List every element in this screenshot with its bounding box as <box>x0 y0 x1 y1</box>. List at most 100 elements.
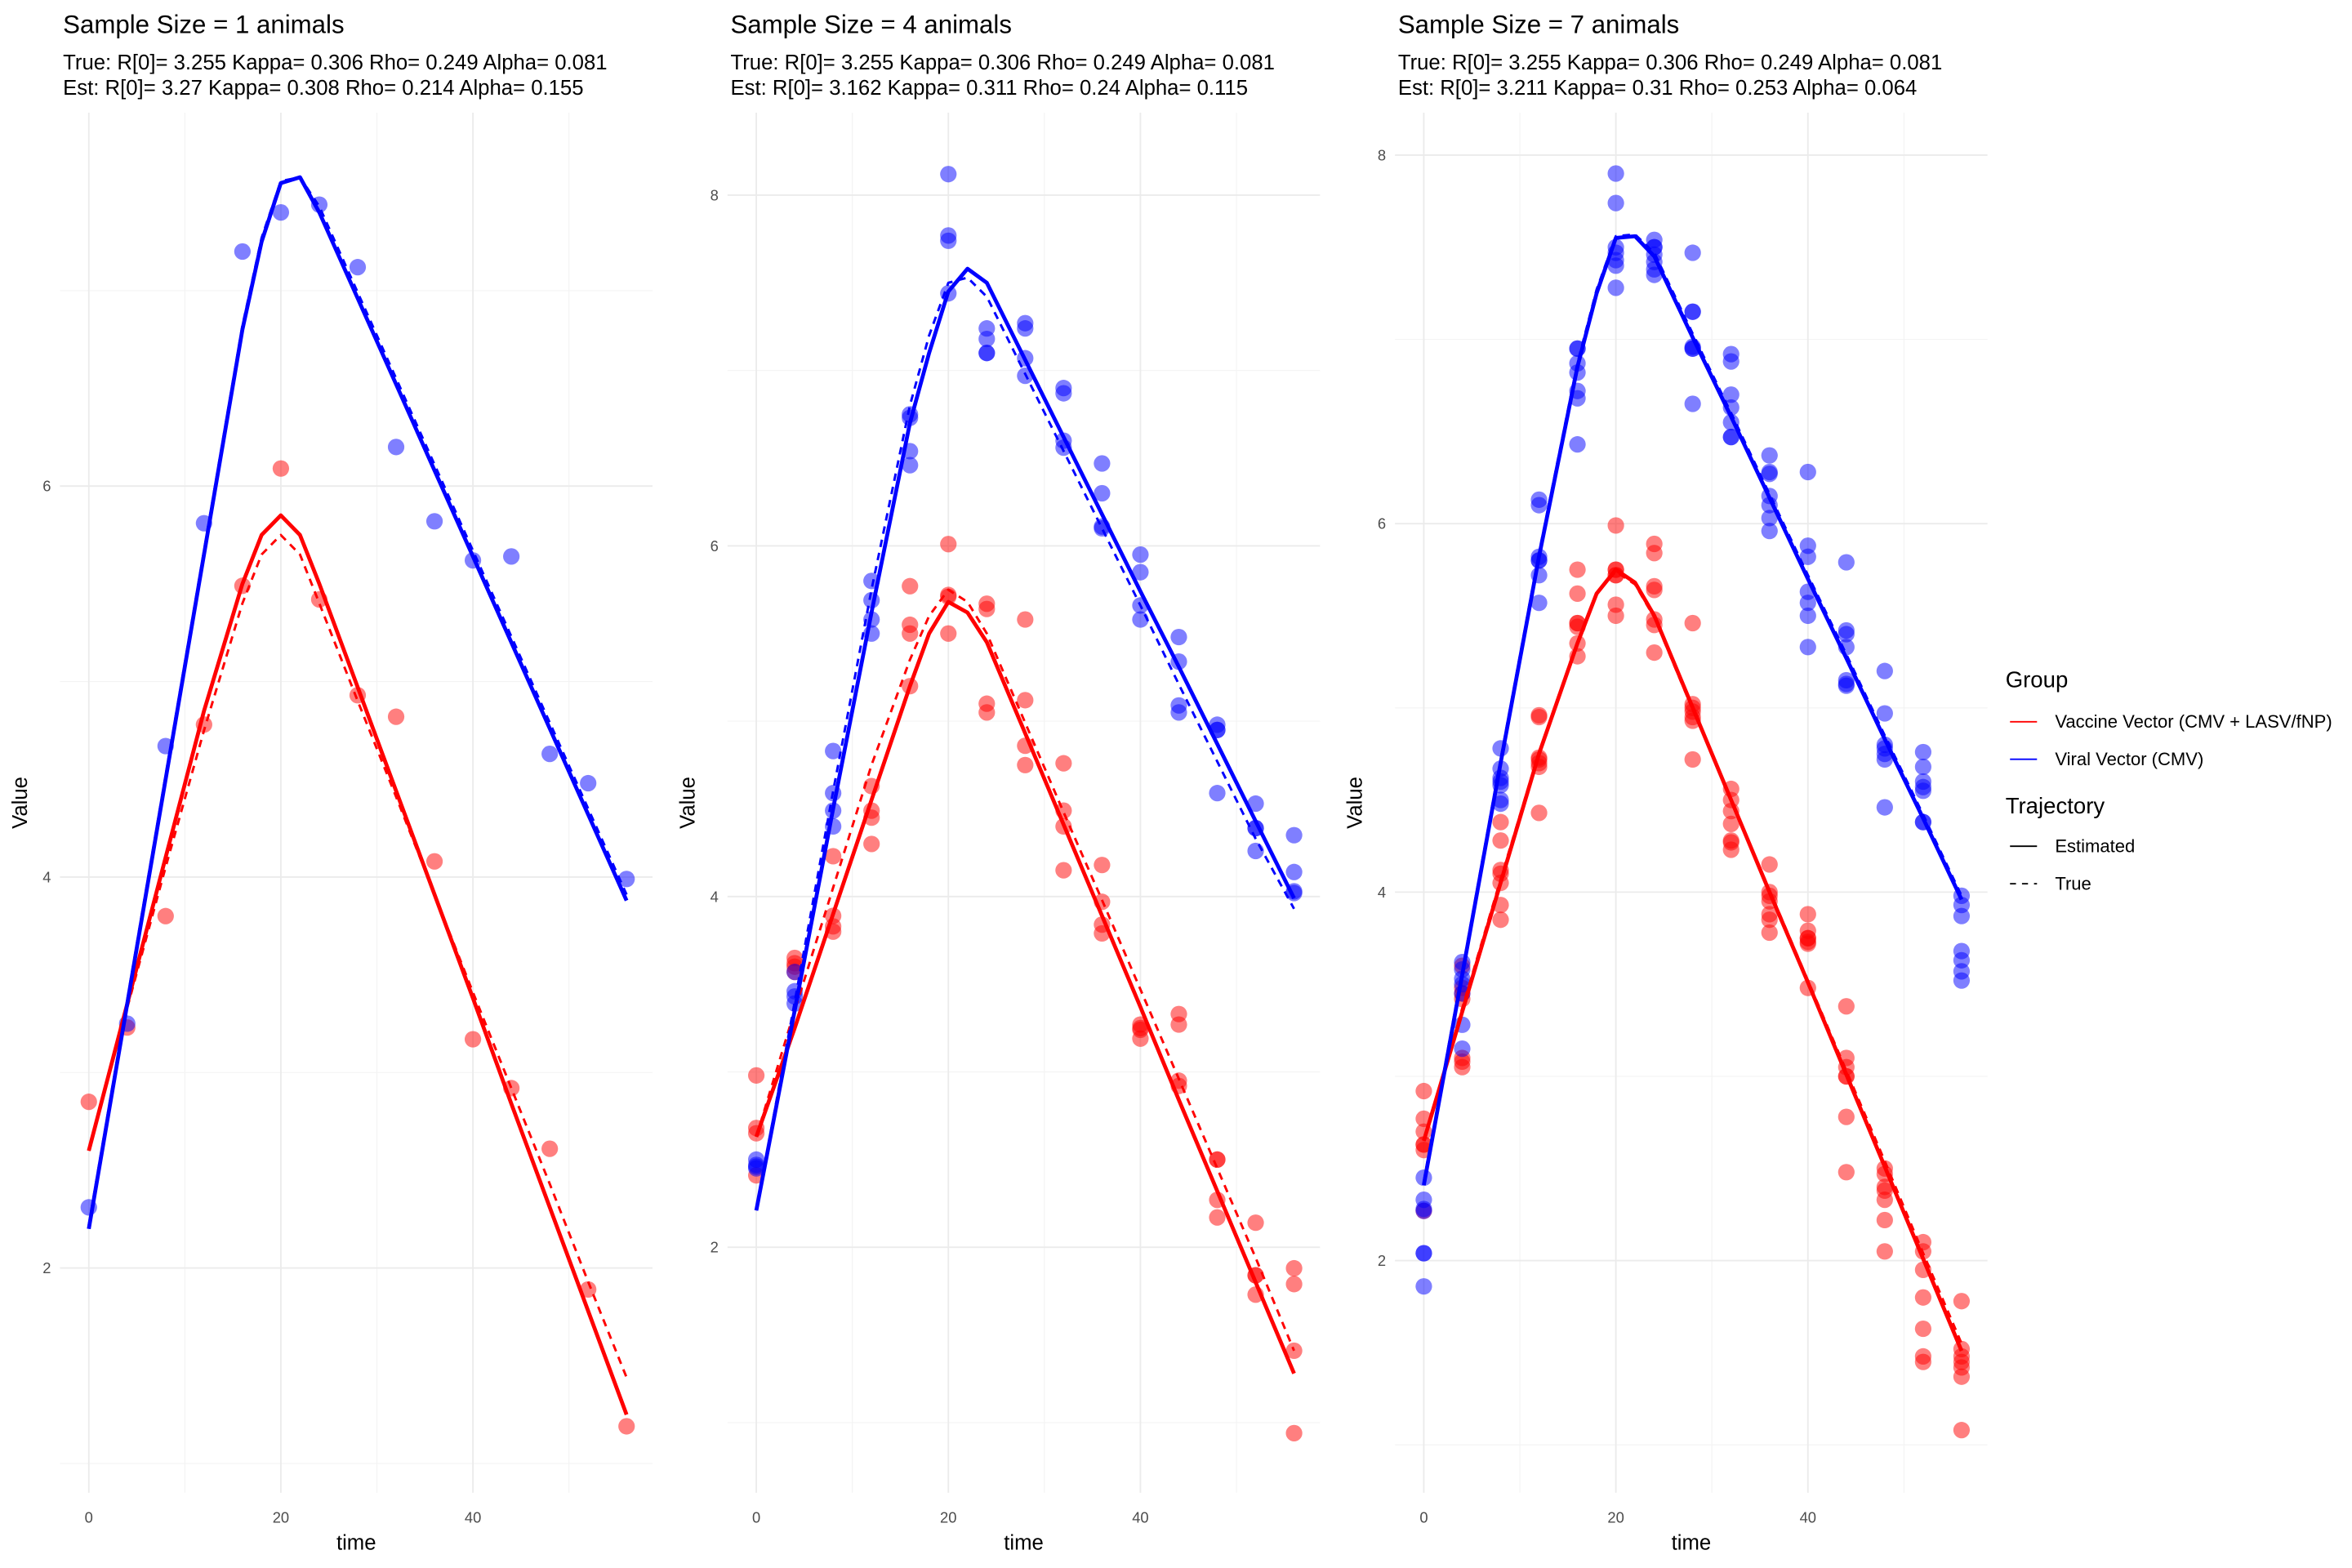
blue-observation-point <box>1799 463 1816 481</box>
red-observation-point <box>1914 1353 1931 1370</box>
subtitle-true-params: True: R[0]= 3.255 Kappa= 0.306 Rho= 0.24… <box>63 51 607 74</box>
blue-observation-point <box>1876 799 1893 816</box>
red-observation-point <box>1017 692 1034 709</box>
red-observation-point <box>1055 755 1072 772</box>
blue-observation-point <box>1761 510 1778 527</box>
blue-observation-point <box>1646 266 1663 283</box>
subtitle-est-params: Est: R[0]= 3.162 Kappa= 0.311 Rho= 0.24 … <box>730 77 1248 100</box>
red-observation-point <box>1646 545 1663 562</box>
blue-observation-point <box>503 548 520 565</box>
x-tick-label: 40 <box>1800 1509 1816 1526</box>
y-tick-label: 4 <box>710 888 719 905</box>
blue-observation-point <box>1607 257 1624 274</box>
red-observation-point <box>940 625 957 642</box>
blue-observation-point <box>425 513 443 530</box>
red-observation-point <box>1838 998 1855 1015</box>
red-observation-point <box>1569 585 1586 602</box>
legend: Group Vaccine Vector (CMV + LASV/fNP) Vi… <box>2006 667 2332 894</box>
blue-observation-point <box>1761 466 1778 483</box>
red-observation-point <box>1684 614 1701 632</box>
blue-observation-point <box>1607 165 1624 182</box>
x-tick-label: 20 <box>1607 1509 1624 1526</box>
y-tick-label: 4 <box>1378 884 1386 901</box>
y-tick-label: 6 <box>1378 515 1386 532</box>
red-observation-point <box>1761 924 1778 942</box>
blue-observation-point <box>825 742 842 760</box>
blue-observation-point <box>387 439 405 456</box>
subtitle-true-params: True: R[0]= 3.255 Kappa= 0.306 Rho= 0.24… <box>1398 51 1942 74</box>
legend-item-viral: Viral Vector (CMV) <box>2055 749 2203 769</box>
red-observation-point <box>1646 581 1663 599</box>
red-observation-point <box>1415 1082 1432 1100</box>
y-tick-label: 2 <box>710 1239 719 1256</box>
blue-observation-point <box>1722 429 1740 446</box>
blue-observation-point <box>1170 704 1187 721</box>
blue-observation-point <box>1607 279 1624 296</box>
blue-observation-point <box>1285 863 1303 880</box>
blue-observation-point <box>1876 662 1893 679</box>
red-observation-point <box>1953 1293 1971 1310</box>
y-tick-label: 6 <box>710 537 719 555</box>
blue-observation-point <box>541 746 559 763</box>
blue-observation-point <box>1492 795 1509 813</box>
x-tick-label: 0 <box>85 1509 93 1526</box>
red-observation-point <box>1285 1342 1303 1360</box>
blue-observation-point <box>940 232 957 249</box>
blue-est-line <box>87 175 629 1230</box>
red-observation-point <box>1953 1422 1971 1439</box>
red-observation-point <box>940 586 957 604</box>
red-observation-point <box>1285 1259 1303 1277</box>
x-axis-label: time <box>1004 1532 1044 1555</box>
blue-observation-point <box>940 166 957 183</box>
red-observation-point <box>902 577 919 595</box>
blue-observation-point <box>618 871 635 888</box>
blue-observation-point <box>747 1158 765 1175</box>
blue-observation-point <box>978 345 996 362</box>
panel-3: 0 20 40 2 4 6 8 Sample Size = 7 animals True: R[… <box>1344 11 1988 1555</box>
red-observation-point <box>978 704 996 721</box>
red-observation-point <box>541 1140 559 1157</box>
legend-group-title: Group <box>2006 667 2069 693</box>
y-tick-label: 4 <box>42 868 51 885</box>
y-tick-label: 6 <box>42 478 51 495</box>
blue-observation-point <box>1285 826 1303 844</box>
red-observation-point <box>1094 857 1111 874</box>
y-tick-label: 2 <box>42 1259 51 1276</box>
blue-observation-point <box>1684 303 1701 320</box>
y-tick-label: 8 <box>1378 146 1386 163</box>
red-observation-point <box>1799 929 1816 947</box>
blue-observation-point <box>1876 751 1893 768</box>
red-est-line <box>754 599 1296 1374</box>
x-tick-label: 40 <box>465 1509 481 1526</box>
red-observation-point <box>1209 1209 1226 1226</box>
blue-observation-point <box>1799 639 1816 656</box>
red-observation-point <box>1722 815 1740 833</box>
blue-observation-point <box>1170 628 1187 646</box>
blue-observation-point <box>1454 1040 1471 1058</box>
red-observation-point <box>863 835 880 853</box>
panel-title: Sample Size = 4 animals <box>730 11 1011 39</box>
blue-observation-point <box>1569 436 1586 453</box>
red-observation-point <box>1055 862 1072 879</box>
red-observation-point <box>1415 1136 1432 1153</box>
red-est-line <box>1422 568 1964 1352</box>
y-axis-label: Value <box>676 777 699 829</box>
red-observation-point <box>978 600 996 617</box>
legend-item-true: True <box>2055 873 2091 893</box>
blue-observation-point <box>1722 353 1740 370</box>
panel-1: 0 20 40 2 4 6 Sample Size = 1 animals True: R[0… <box>9 11 653 1555</box>
blue-observation-point <box>1722 386 1740 403</box>
blue-observation-point <box>1094 455 1111 472</box>
red-observation-point <box>1646 644 1663 662</box>
red-observation-point <box>618 1418 635 1435</box>
panel-2: 0 20 40 2 4 6 8 Sample Size = 4 animals True: R[… <box>676 11 1321 1555</box>
x-axis-label: time <box>336 1532 376 1555</box>
red-est-line <box>87 513 629 1415</box>
red-observation-point <box>464 1031 482 1048</box>
red-observation-point <box>1017 611 1034 628</box>
blue-observation-point <box>1415 1202 1432 1219</box>
blue-observation-point <box>234 243 251 261</box>
red-observation-point <box>747 1067 765 1084</box>
panel-title: Sample Size = 1 animals <box>63 11 344 39</box>
red-observation-point <box>1247 1214 1264 1232</box>
